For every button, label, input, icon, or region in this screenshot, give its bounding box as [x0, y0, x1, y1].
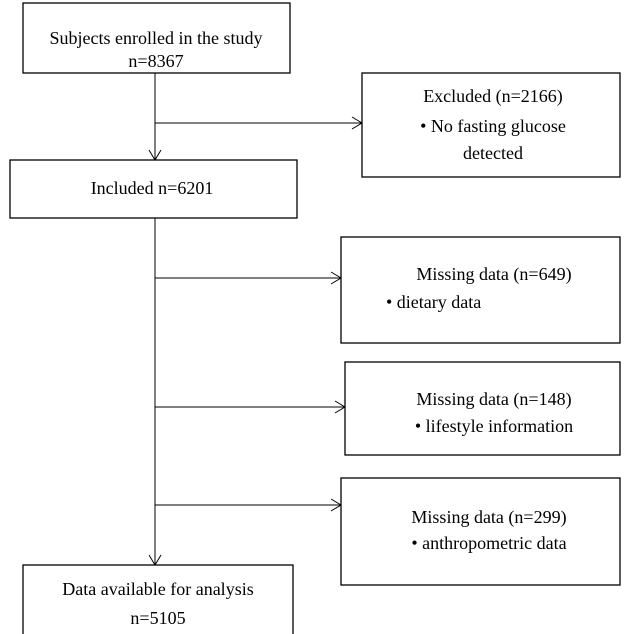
box	[22, 564, 294, 634]
box-text: Missing data (n=148)	[416, 389, 571, 410]
box-text: Subjects enrolled in the study	[50, 28, 263, 48]
box-text: • No fasting glucose	[420, 116, 566, 136]
box-text: n=5105	[130, 608, 185, 628]
box	[22, 2, 291, 74]
box	[340, 477, 621, 586]
box-text: • anthropometric data	[411, 533, 566, 553]
box	[340, 236, 621, 344]
box-text: Missing data (n=649)	[416, 264, 571, 285]
box-text: Data available for analysis	[62, 579, 253, 599]
box	[344, 361, 621, 456]
box-text: Missing data (n=299)	[411, 507, 566, 528]
box-text: • dietary data	[386, 292, 481, 312]
box-text: Excluded (n=2166)	[423, 86, 563, 107]
box	[9, 159, 298, 219]
box-text: detected	[463, 143, 523, 163]
box-text: Included n=6201	[91, 178, 214, 198]
box-text: • lifestyle information	[415, 416, 573, 436]
box	[361, 72, 621, 178]
box-text: n=8367	[128, 51, 183, 71]
